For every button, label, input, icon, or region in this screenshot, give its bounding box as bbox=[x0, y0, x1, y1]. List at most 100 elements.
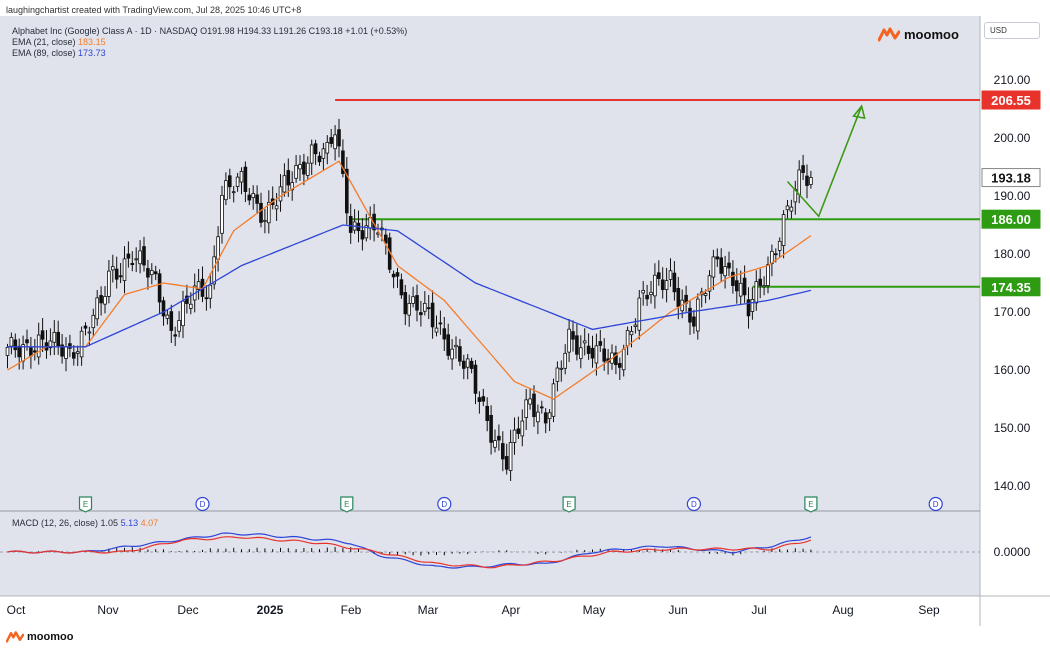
ema89-line bbox=[7, 224, 812, 348]
candle-body bbox=[274, 205, 279, 210]
candle-body bbox=[188, 303, 193, 309]
price-label-box-resistance bbox=[981, 90, 1041, 110]
candle-body bbox=[255, 194, 259, 204]
candle-body bbox=[715, 256, 720, 260]
candle-body bbox=[633, 324, 638, 327]
candle-body bbox=[302, 161, 306, 175]
candle-body bbox=[99, 295, 103, 304]
candle-body bbox=[532, 393, 536, 417]
ema21-line bbox=[7, 160, 812, 400]
candle-body bbox=[52, 331, 57, 343]
candle-body bbox=[259, 202, 263, 223]
candle-body bbox=[758, 278, 762, 286]
candle-body bbox=[485, 405, 489, 421]
candle-body bbox=[696, 298, 700, 332]
x-tick-label-6: Apr bbox=[502, 603, 521, 617]
candle-body bbox=[621, 348, 626, 371]
candle-body bbox=[649, 291, 653, 295]
candle-body bbox=[738, 282, 743, 297]
candle-body bbox=[594, 345, 599, 364]
candle-body bbox=[582, 340, 587, 344]
candle-body bbox=[64, 346, 68, 359]
candle-body bbox=[805, 175, 809, 186]
candle-body bbox=[442, 328, 447, 340]
macd-line bbox=[7, 532, 812, 569]
candle-body bbox=[754, 281, 759, 304]
macd-y-tick-label: 0.0000 bbox=[994, 545, 1031, 559]
candle-body bbox=[329, 137, 333, 144]
candle-body bbox=[551, 383, 556, 417]
event-marker-label-6: E bbox=[808, 500, 813, 509]
candle-body bbox=[809, 177, 813, 185]
candle-body bbox=[458, 346, 462, 362]
candle-body bbox=[79, 330, 84, 358]
candle-body bbox=[629, 330, 634, 336]
x-tick-label-1: Nov bbox=[97, 603, 118, 617]
candle-body bbox=[676, 287, 681, 307]
candle-body bbox=[528, 398, 532, 405]
candle-body bbox=[419, 312, 423, 316]
currency-selector[interactable]: USD bbox=[984, 22, 1040, 39]
candle-body bbox=[504, 456, 509, 470]
candle-body bbox=[13, 339, 18, 351]
candle-body bbox=[563, 352, 567, 369]
x-tick-label-9: Jul bbox=[751, 603, 766, 617]
legend-ohlc: O191.98 H194.33 L191.26 C193.18 +1.01 (+… bbox=[200, 26, 408, 36]
x-tick-label-10: Aug bbox=[832, 603, 853, 617]
y-tick-label-7: 140.00 bbox=[994, 479, 1031, 493]
x-tick-label-11: Sep bbox=[918, 603, 940, 617]
price-label-0: 206.55 bbox=[991, 93, 1031, 108]
candle-body bbox=[341, 150, 345, 174]
price-label-3: 174.35 bbox=[991, 280, 1031, 295]
y-tick-label-3: 180.00 bbox=[994, 247, 1031, 261]
x-tick-label-7: May bbox=[583, 603, 606, 617]
y-tick-label-0: 210.00 bbox=[994, 73, 1031, 87]
price-label-1: 193.18 bbox=[991, 171, 1031, 186]
chart-credit: laughingchartist created with TradingVie… bbox=[6, 5, 302, 15]
candle-body bbox=[731, 271, 735, 286]
event-marker-label-7: D bbox=[933, 500, 939, 509]
candle-body bbox=[579, 347, 583, 359]
legend-macd-row[interactable]: MACD (12, 26, close) 1.05 5.13 4.07 bbox=[12, 518, 158, 528]
candle-body bbox=[290, 182, 294, 191]
candle-body bbox=[543, 412, 548, 424]
candle-body bbox=[497, 435, 501, 441]
price-label-box-support bbox=[981, 277, 1041, 297]
dividend-event-icon bbox=[686, 496, 702, 512]
candle-body bbox=[56, 331, 60, 347]
legend-ema89-row[interactable]: EMA (89, close) 173.73 bbox=[12, 48, 106, 58]
candle-body bbox=[118, 275, 123, 278]
candle-body bbox=[465, 358, 470, 368]
chart-frame[interactable]: E D E D E D E D 210.00 200.00 190.00 180.00 170.00 1… bbox=[0, 16, 1050, 626]
candle-body bbox=[149, 270, 154, 276]
candle-body bbox=[395, 272, 400, 277]
candle-body bbox=[185, 295, 189, 304]
candle-body bbox=[762, 285, 766, 288]
projection-arrow-head bbox=[852, 104, 866, 120]
candle-body bbox=[540, 406, 544, 409]
candle-body bbox=[36, 334, 41, 358]
candle-body bbox=[672, 272, 677, 293]
candle-body bbox=[481, 396, 486, 402]
candle-body bbox=[703, 293, 708, 296]
candle-body bbox=[493, 440, 497, 448]
moomoo-logo-top: moomoo bbox=[878, 26, 959, 42]
candle-body bbox=[313, 143, 318, 155]
candle-body bbox=[559, 367, 564, 370]
price-chart[interactable]: E D E D E D E D 210.00 200.00 190.00 180.00 170.00 1… bbox=[0, 16, 1050, 626]
candle-body bbox=[40, 330, 45, 340]
candle-body bbox=[196, 281, 201, 290]
candle-body bbox=[520, 420, 525, 437]
legend-ema21-row[interactable]: EMA (21, close) 183.15 bbox=[12, 37, 106, 47]
candle-body bbox=[91, 314, 96, 329]
candle-body bbox=[325, 141, 330, 154]
candle-body bbox=[83, 325, 88, 329]
candle-body bbox=[688, 307, 692, 323]
candle-body bbox=[399, 279, 404, 296]
candle-body bbox=[430, 302, 435, 328]
ema89-label: EMA (89, close) bbox=[12, 48, 76, 58]
candle-body bbox=[727, 262, 731, 269]
candle-body bbox=[360, 230, 365, 240]
event-marker-label-0: E bbox=[83, 500, 88, 509]
candle-body bbox=[204, 297, 209, 300]
